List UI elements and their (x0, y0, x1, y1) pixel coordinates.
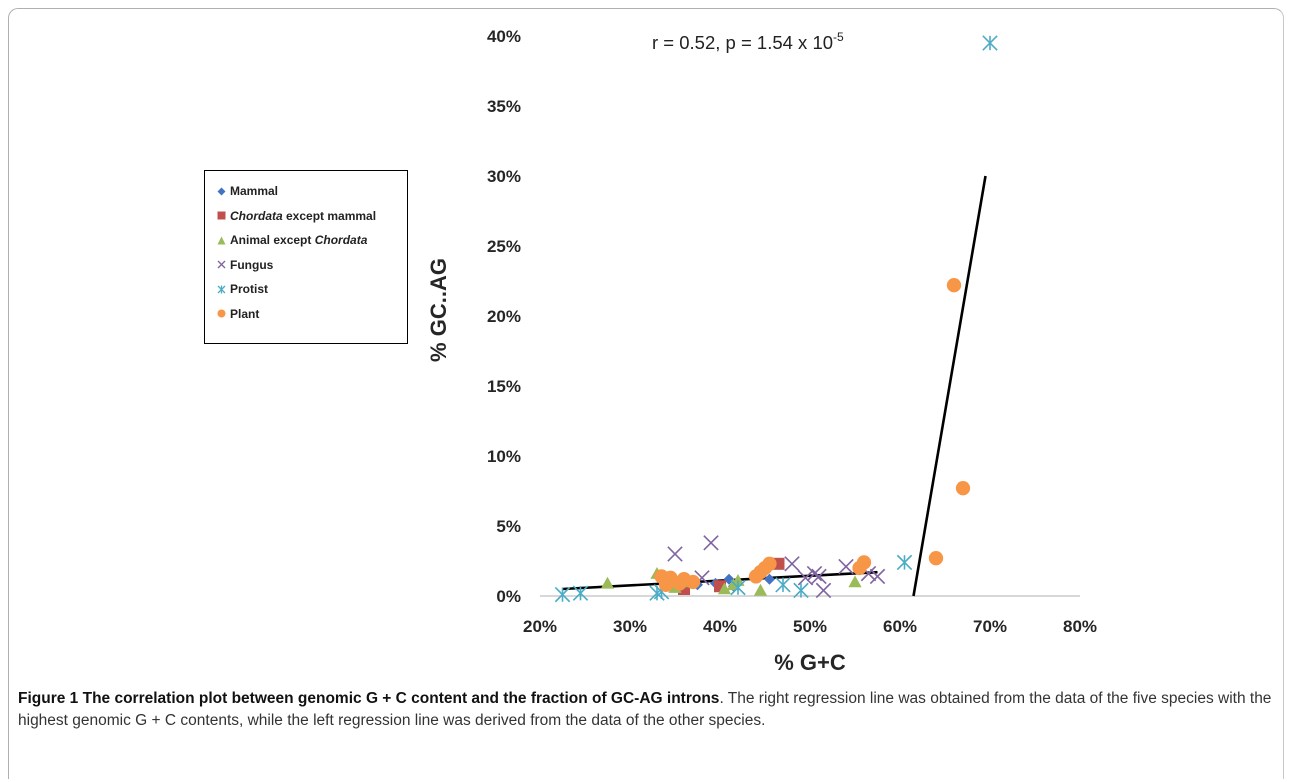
y-tick-label: 15% (487, 377, 521, 396)
data-point-star (572, 585, 589, 601)
series-plant (654, 278, 971, 592)
y-tick-label: 5% (496, 517, 521, 536)
data-point-triangle (753, 583, 768, 596)
y-tick-label: 20% (487, 307, 521, 326)
y-tick-label: 10% (487, 447, 521, 466)
data-point-x (703, 535, 719, 551)
legend-marker-triangle (216, 235, 227, 246)
legend-label: Chordata except mammal (230, 208, 377, 223)
x-tick-label: 70% (973, 617, 1007, 636)
legend-marker-x (216, 259, 227, 270)
x-tick-label: 50% (793, 617, 827, 636)
y-tick-label: 25% (487, 237, 521, 256)
figure-frame (8, 8, 1284, 779)
caption-title: Figure 1 The correlation plot between ge… (18, 690, 720, 707)
caption-text: . The right regression line was obtained… (18, 690, 1272, 729)
legend-label: Animal except Chordata (230, 233, 368, 248)
x-tick-label: 20% (523, 617, 557, 636)
data-point-triangle (600, 576, 615, 589)
legend-item-chordata: Chordata except mammal (216, 204, 407, 229)
y-tick-label: 35% (487, 97, 521, 116)
y-tick-label: 30% (487, 167, 521, 186)
y-axis-title: % GC..AG (426, 258, 451, 362)
data-point-star (793, 582, 809, 599)
scatter-chart: 0% 5% 10% 15% 20% 25% 30% 35% 40% 20% 30% 40% 50% 60… (426, 27, 1097, 675)
y-tick-labels: 0% 5% 10% 15% 20% 25% 30% 35% 40% (487, 27, 521, 606)
data-point-star (775, 577, 791, 593)
y-tick-label: 0% (496, 587, 521, 606)
data-point-x (811, 568, 827, 585)
chart-legend: Mammal Chordata except mammal Animal excep… (204, 170, 408, 344)
legend-item-animal: Animal except Chordata (216, 228, 407, 253)
data-point-star (896, 554, 913, 571)
x-tick-label: 30% (613, 617, 647, 636)
x-tick-label: 40% (703, 617, 737, 636)
legend-label: Mammal (230, 184, 279, 199)
data-point-x (784, 556, 800, 572)
data-point-circle (955, 481, 971, 496)
legend-label: Fungus (230, 257, 274, 272)
figure-caption: Figure 1 The correlation plot between ge… (18, 688, 1273, 732)
data-point-star (982, 35, 998, 51)
data-point-triangle (848, 575, 862, 588)
legend-item-protist: Protist (216, 277, 407, 302)
data-point-x (667, 546, 683, 562)
data-point-star (554, 586, 571, 603)
legend-marker-diamond (216, 186, 227, 197)
x-axis-title: % G+C (774, 650, 846, 675)
stats-annotation-exponent: -5 (833, 30, 844, 44)
x-tick-label: 60% (883, 617, 917, 636)
data-points (554, 35, 998, 603)
y-tick-label: 40% (487, 27, 521, 46)
data-point-diamond (764, 573, 775, 585)
data-point-x (838, 558, 854, 575)
series-protist (554, 35, 998, 603)
data-point-circle (856, 555, 872, 570)
right-regression-line (912, 175, 987, 597)
data-point-x (806, 565, 823, 582)
stats-annotation-text: r = 0.52, p = 1.54 x 10 (652, 32, 833, 53)
data-point-x (869, 568, 886, 585)
legend-label: Plant (230, 306, 260, 321)
x-tick-labels: 20% 30% 40% 50% 60% 70% 80% (523, 617, 1097, 636)
legend-item-plant: Plant (216, 302, 407, 327)
legend-marker-circle (216, 308, 227, 319)
legend-marker-star (216, 284, 227, 295)
x-tick-label: 80% (1063, 617, 1097, 636)
data-point-star (730, 579, 746, 596)
data-point-x (815, 582, 832, 599)
legend-label: Protist (230, 282, 269, 297)
legend-marker-square (216, 210, 227, 221)
stats-annotation: r = 0.52, p = 1.54 x 10-5 (652, 30, 844, 53)
data-point-circle (685, 574, 701, 590)
data-point-circle (928, 551, 944, 566)
data-point-circle (946, 278, 962, 293)
legend-item-fungus: Fungus (216, 253, 407, 278)
data-point-triangle (717, 582, 732, 595)
legend-item-mammal: Mammal (216, 179, 407, 204)
data-point-x (797, 570, 814, 586)
regression-lines (562, 175, 987, 597)
data-point-triangle (731, 574, 745, 586)
data-point-circle (762, 556, 777, 571)
